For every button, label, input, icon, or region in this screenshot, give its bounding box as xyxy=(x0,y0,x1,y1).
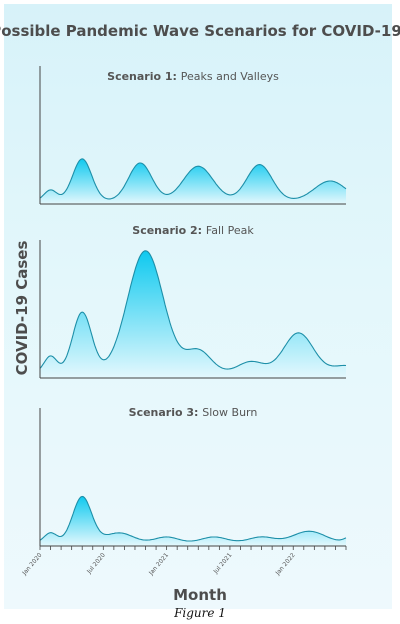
scenario-label-bold-3: Scenario 3: xyxy=(129,406,203,419)
y-axis-title: COVID-19 Cases xyxy=(13,241,31,376)
x-tick-label: Jul 2020 xyxy=(85,552,107,576)
wave-line-scenario-1 xyxy=(39,158,347,200)
x-axis-ticks: Jan 2020 Jul 2020 Jan 2021 Jul 2021 Jan 2022 xyxy=(21,546,347,578)
scenario-panel-2: Scenario 2: Fall Peak xyxy=(39,224,347,379)
scenario-label-text-3: Slow Burn xyxy=(202,406,257,419)
wave-line-scenario-2 xyxy=(39,250,347,370)
wave-area-scenario-3 xyxy=(40,496,346,546)
x-tick-label: Jul 2021 xyxy=(212,552,234,576)
wave-line-scenario-3 xyxy=(39,495,347,542)
x-tick-label: Jan 2021 xyxy=(147,552,170,578)
scenario-panels: Scenario 1: Peaks and Valleys Scenario 2:… xyxy=(39,66,347,547)
scenario-panel-1: Scenario 1: Peaks and Valleys xyxy=(39,66,347,205)
wave-area-scenario-1 xyxy=(40,158,346,204)
chart-title: Possible Pandemic Wave Scenarios for COV… xyxy=(0,22,400,40)
wave-area-scenario-2 xyxy=(40,250,346,378)
scenario-label-bold-1: Scenario 1: xyxy=(107,70,181,83)
figure-caption: Figure 1 xyxy=(174,606,226,620)
scenario-label-text-2: Fall Peak xyxy=(206,224,254,237)
scenario-label-1: Scenario 1: Peaks and Valleys xyxy=(107,70,279,83)
scenario-label-3: Scenario 3: Slow Burn xyxy=(129,406,258,419)
figure-panel xyxy=(4,4,392,609)
scenario-panel-3: Scenario 3: Slow Burn xyxy=(39,406,347,547)
x-axis-title: Month xyxy=(173,586,227,604)
scenario-label-bold-2: Scenario 2: xyxy=(132,224,206,237)
x-tick-label: Jan 2022 xyxy=(274,552,297,578)
scenario-label-text-1: Peaks and Valleys xyxy=(181,70,279,83)
scenario-label-2: Scenario 2: Fall Peak xyxy=(132,224,254,237)
x-tick-label: Jan 2020 xyxy=(21,552,44,578)
